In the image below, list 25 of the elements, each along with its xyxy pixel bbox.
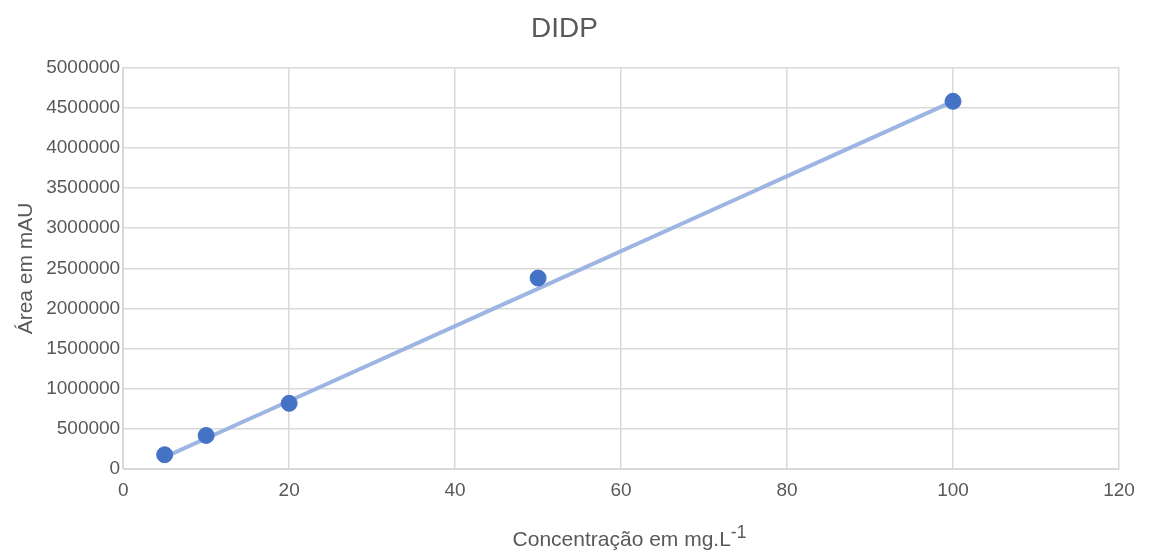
y-tick-label: 3500000 <box>46 176 121 198</box>
point <box>156 446 174 464</box>
point <box>529 269 547 287</box>
x-tick-label: 120 <box>1103 478 1135 500</box>
x-tick-label: 80 <box>776 478 798 500</box>
point <box>944 92 962 110</box>
x-tick-label: 60 <box>610 478 632 500</box>
y-tick-label: 2000000 <box>46 296 121 318</box>
y-axis-title: Área em mAU <box>13 202 37 335</box>
x-tick-label: 40 <box>444 478 466 500</box>
chart-title: DIDP <box>531 11 598 43</box>
y-tick-label: 1500000 <box>46 336 121 358</box>
y-tick-label: 3000000 <box>46 216 121 238</box>
y-tick-label: 2500000 <box>46 256 121 278</box>
point <box>280 394 298 412</box>
y-tick-label: 5000000 <box>46 55 121 77</box>
point <box>197 426 215 444</box>
y-tick-label: 0 <box>109 457 121 479</box>
x-tick-label: 20 <box>278 478 300 500</box>
y-tick-label: 1000000 <box>46 377 121 399</box>
y-tick-label: 4500000 <box>46 95 121 117</box>
x-tick-label: 100 <box>937 478 969 500</box>
x-axis-title: Concentração em mg.L$^{-1}$ <box>511 522 748 551</box>
y-tick-label: 4000000 <box>46 136 121 158</box>
y-tick-label: 500000 <box>56 417 121 439</box>
